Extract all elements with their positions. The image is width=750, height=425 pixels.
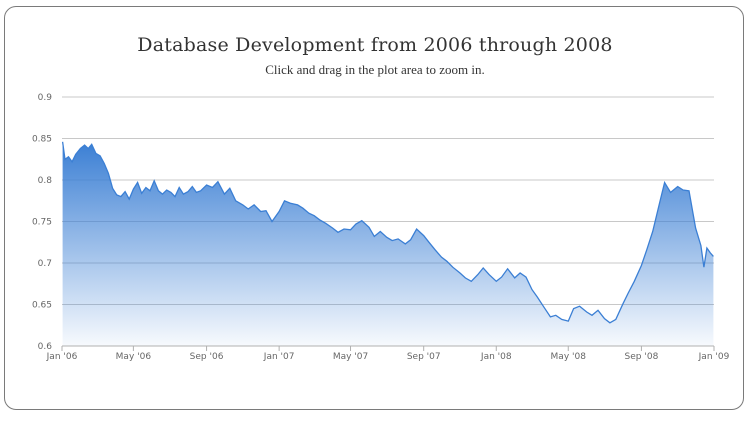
y-tick-label: 0.65: [32, 301, 52, 311]
x-tick-label: May '07: [333, 352, 368, 362]
y-tick-label: 0.75: [32, 218, 52, 228]
x-tick-label: Sep '07: [407, 352, 441, 362]
y-tick-label: 0.6: [38, 342, 53, 352]
y-tick-label: 0.85: [32, 135, 52, 145]
chart-subtitle: Click and drag in the plot area to zoom …: [265, 62, 485, 77]
x-tick-label: Jan '07: [263, 352, 295, 362]
x-tick-label: Jan '06: [46, 352, 78, 362]
x-tick-label: May '08: [551, 352, 587, 362]
y-tick-label: 0.8: [38, 176, 53, 186]
series-area: [62, 141, 714, 346]
chart-title: Database Development from 2006 through 2…: [137, 34, 613, 56]
x-tick-label: Sep '08: [625, 352, 659, 362]
y-tick-label: 0.9: [38, 93, 53, 103]
x-tick-label: Jan '08: [480, 352, 512, 362]
y-tick-label: 0.7: [38, 259, 52, 269]
x-tick-label: May '06: [116, 352, 152, 362]
x-tick-label: Sep '06: [190, 352, 224, 362]
series-line: [61, 141, 714, 324]
x-tick-label: Jan '09: [698, 352, 730, 362]
